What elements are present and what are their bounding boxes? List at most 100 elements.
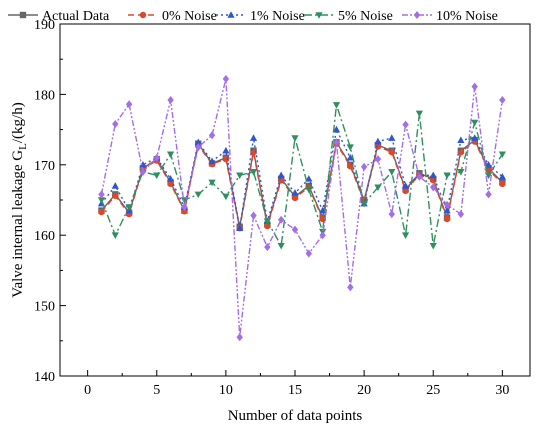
data-point [429,242,437,250]
data-point [264,243,271,252]
data-point [167,180,174,188]
x-tick-label: 5 [153,383,160,398]
data-point [194,138,202,146]
data-point [111,232,119,239]
data-point [457,169,465,176]
data-point [153,172,161,180]
data-point [277,171,285,179]
legend-item: 10% Noise [402,9,498,24]
data-point [305,175,313,182]
data-point [374,137,382,145]
legend-swatch-marker [19,11,27,19]
y-axis-title-unit: /(kg/h) [10,102,26,143]
data-point [222,74,230,83]
series-line [100,78,504,338]
data-point [98,190,105,199]
legend-swatch-marker [413,11,421,19]
x-tick-label: 25 [426,383,440,398]
data-point [499,96,506,105]
data-point [485,190,492,199]
data-point [388,148,395,156]
legend-label: 10% Noise [436,9,498,24]
data-point [374,155,382,164]
data-point [97,197,106,204]
legend-swatch-marker [139,11,147,19]
data-point [416,172,423,181]
data-point [499,180,506,188]
x-tick-label: 30 [495,383,509,398]
data-point [430,177,437,184]
data-point [208,131,216,140]
data-point [153,153,160,162]
data-point [319,231,326,240]
data-point [236,172,244,180]
data-point [471,82,478,91]
y-tick-label: 180 [34,88,55,103]
data-point [402,187,409,195]
data-point [222,146,230,154]
data-point [291,135,299,142]
legend-label: 5% Noise [338,9,393,24]
data-point [208,157,216,165]
data-point [125,204,133,211]
x-axis-title: Number of data points [228,408,363,424]
data-point [125,100,133,109]
data-point [291,189,299,196]
data-point [457,136,465,143]
data-point [208,179,216,187]
data-point [415,110,424,118]
y-axis-title: Valve internal leakage GL/(kg/h) [10,102,29,297]
data-point [291,194,299,202]
series-layer [97,74,506,342]
series-line [100,127,503,229]
data-point [443,172,451,180]
y-tick-label: 150 [34,300,55,315]
data-point [236,333,243,342]
data-point [443,206,451,214]
data-point [305,249,313,258]
data-point [360,162,368,171]
data-point [346,144,354,151]
legend-item: Actual Data [8,9,110,24]
data-point [291,225,299,234]
data-point [498,151,506,159]
data-point [194,191,202,199]
legend-item: 5% Noise [304,9,393,24]
data-point [443,215,451,223]
legend-label: 0% Noise [162,9,217,24]
data-point [263,218,271,225]
series-3 [97,102,506,250]
data-point [112,119,119,128]
data-point [167,96,174,105]
data-point [249,169,258,176]
data-point [250,211,257,220]
legend-label: Actual Data [42,9,110,24]
data-point [430,183,437,192]
data-point [401,232,410,239]
y-axis-title-subscript: L [17,143,29,150]
ticks-layer: 0 5 10 15 20 25 30 140 150 160 170 180 190 [34,18,509,398]
data-point [374,184,382,192]
y-tick-label: 140 [34,370,55,385]
data-point [139,167,147,176]
y-tick-label: 170 [34,159,55,174]
data-point [111,182,119,189]
data-point [429,171,437,179]
legend-item: 1% Noise [216,9,305,24]
data-point [277,215,285,224]
x-tick-label: 10 [219,383,233,398]
data-point [388,134,396,141]
legend-swatch-marker [315,12,323,19]
data-point [388,210,395,219]
data-point [166,151,175,159]
y-tick-label: 160 [34,229,55,244]
data-point [443,200,451,209]
data-point [360,200,368,208]
data-point [402,120,409,129]
y-tick-label: 190 [34,18,55,33]
data-point [139,161,147,168]
data-point [98,208,105,216]
data-point [471,119,479,127]
data-point [195,143,202,152]
